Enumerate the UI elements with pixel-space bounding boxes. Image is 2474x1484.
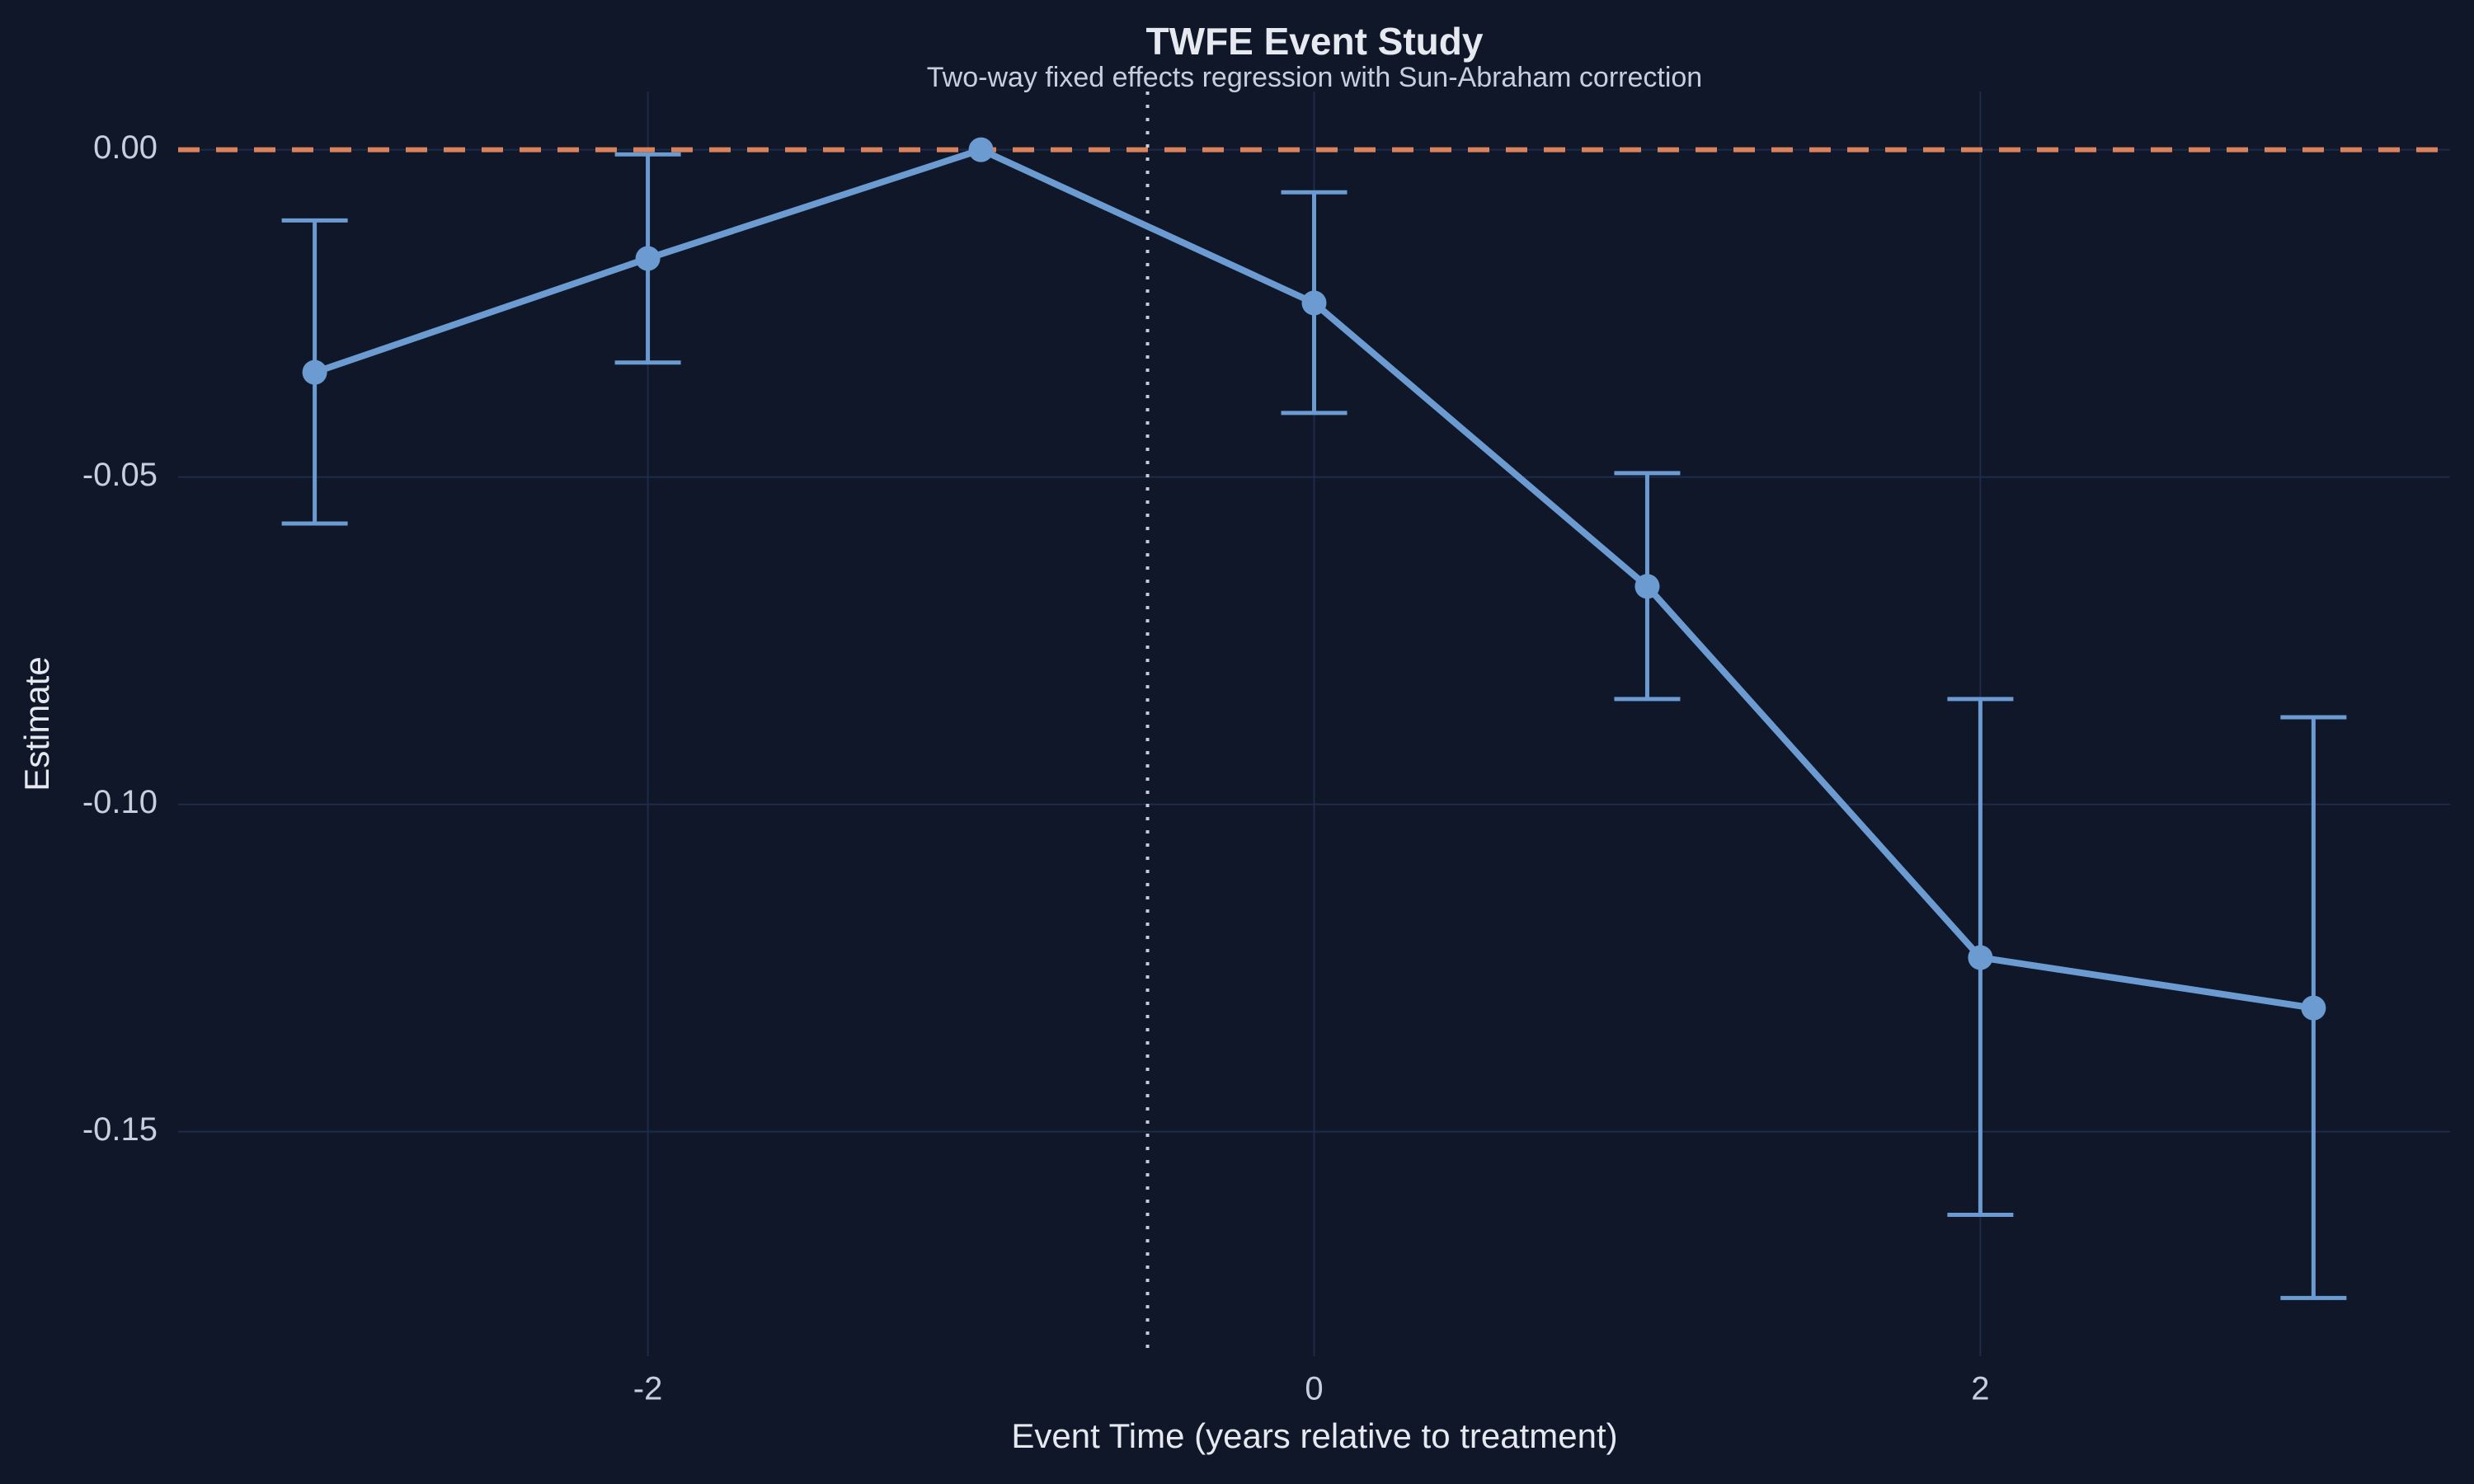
y-axis-label: Estimate — [17, 656, 56, 791]
x-tick-label: -2 — [633, 1371, 663, 1407]
chart-subtitle: Two-way fixed effects regression with Su… — [927, 62, 1702, 93]
point — [2301, 995, 2326, 1021]
y-tick-label: -0.15 — [82, 1111, 158, 1148]
point — [635, 246, 661, 271]
x-axis-label: Event Time (years relative to treatment) — [1011, 1416, 1617, 1455]
point — [1301, 290, 1327, 316]
y-tick-label: -0.10 — [82, 784, 158, 820]
point — [1634, 574, 1660, 599]
x-tick-label: 2 — [1971, 1371, 1989, 1407]
y-tick-label: -0.05 — [82, 457, 158, 493]
chart-title: TWFE Event Study — [1146, 20, 1484, 63]
x-tick-label: 0 — [1305, 1371, 1323, 1407]
point — [1968, 945, 1993, 970]
point — [302, 359, 327, 385]
point — [968, 137, 994, 162]
y-tick-label: 0.00 — [93, 129, 158, 166]
